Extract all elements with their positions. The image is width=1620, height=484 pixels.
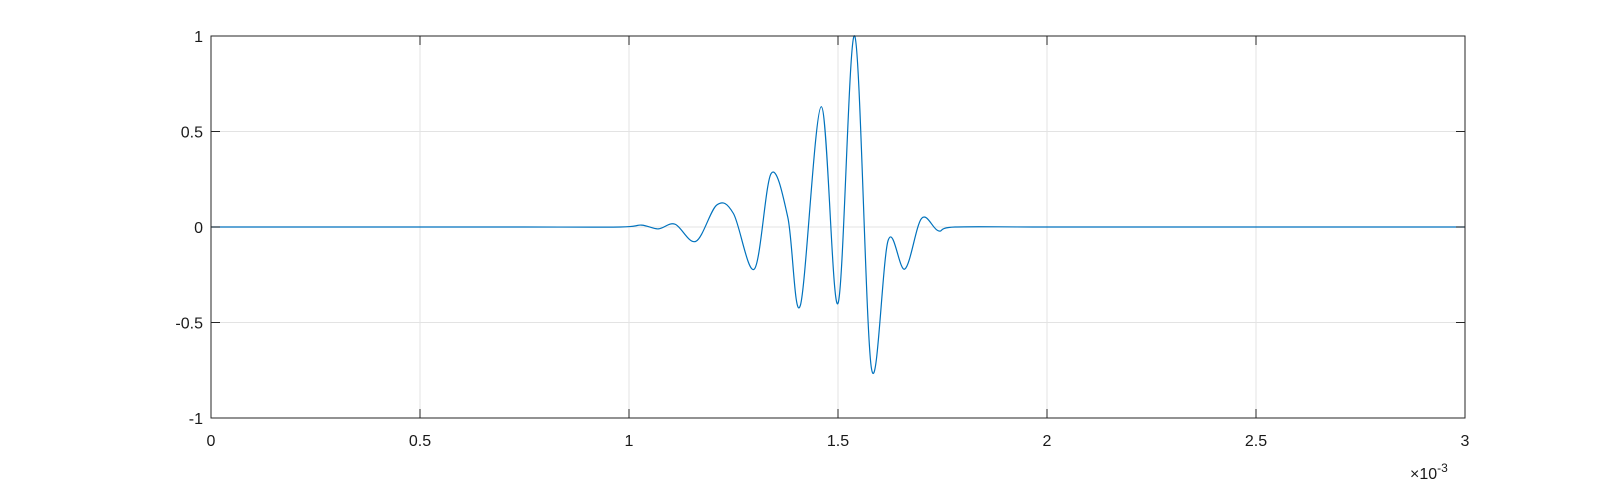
y-tick-label: 0.5 (181, 125, 203, 142)
x-tick-label: 2 (1043, 433, 1052, 450)
x-exponent-base: ×10 (1410, 466, 1437, 483)
tick-marks (210, 35, 1466, 419)
x-tick-label: 1.5 (827, 433, 849, 450)
y-tick-label: 0 (194, 220, 203, 237)
x-tick-label: 2.5 (1245, 433, 1267, 450)
y-tick-label: 1 (194, 29, 203, 46)
x-tick-label: 1 (625, 433, 634, 450)
series-line (210, 35, 1465, 374)
x-tick-label: 0.5 (409, 433, 431, 450)
x-tick-label: 0 (207, 433, 216, 450)
x-exponent-label: ×10-3 (1410, 461, 1448, 483)
y-tick-label: -1 (189, 411, 203, 428)
x-tick-labels: 0 0.5 1 1.5 2 2.5 3 (207, 433, 1470, 450)
x-tick-label: 3 (1461, 433, 1470, 450)
y-tick-labels: 1 0.5 0 -0.5 -1 (175, 29, 203, 428)
x-exponent-power: -3 (1437, 461, 1448, 475)
y-tick-label: -0.5 (175, 316, 203, 333)
